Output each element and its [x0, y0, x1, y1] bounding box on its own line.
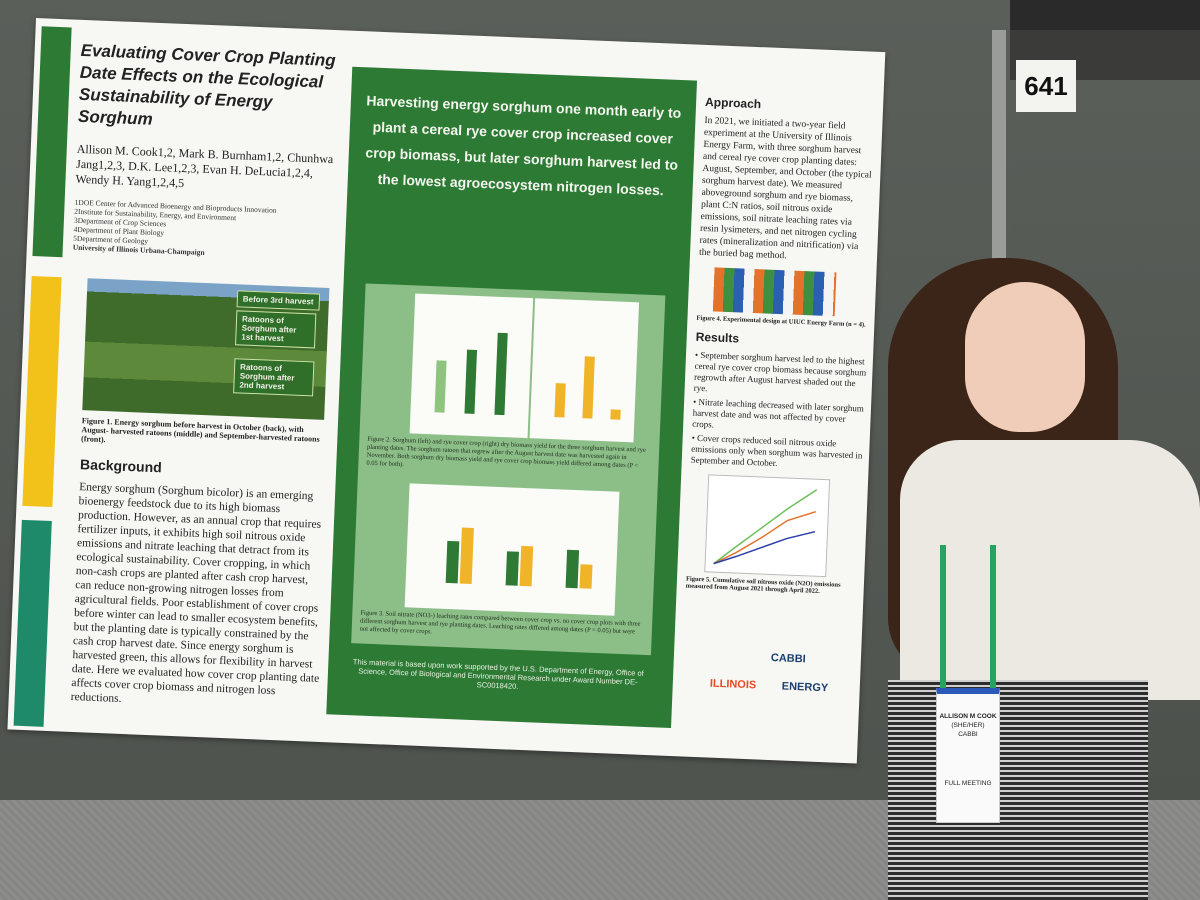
- illinois-logo: ILLINOIS: [709, 677, 757, 692]
- doe-energy-logo: ENERGY: [781, 680, 829, 695]
- research-poster: Evaluating Cover Crop Planting Date Effe…: [7, 18, 886, 764]
- name-badge: ALLISON M COOK (SHE/HER) CABBI FULL MEET…: [936, 688, 1000, 823]
- poster-authors: Allison M. Cook1,2, Mark B. Burnham1,2, …: [75, 141, 334, 191]
- badge-type: FULL MEETING: [944, 780, 992, 787]
- badge-pronouns: (SHE/HER): [951, 722, 985, 729]
- figure4-caption: Figure 4. Experimental design at UIUC En…: [696, 314, 866, 329]
- badge-org: CABBI: [958, 731, 978, 738]
- approach-heading: Approach: [704, 94, 762, 112]
- gold-accent-strip: [22, 276, 62, 508]
- experimental-design-grid: [712, 267, 837, 317]
- figure-panel: Figure 2. Sorghum (left) and rye cover c…: [351, 283, 666, 656]
- poster-title: Evaluating Cover Crop Planting Date Effe…: [77, 40, 336, 129]
- funding-statement: This material is based upon work support…: [352, 657, 644, 691]
- cabbi-logo: CABBI: [770, 652, 806, 666]
- results-heading: Results: [695, 329, 740, 346]
- figure5-caption: Figure 5. Cumulative soil nitrous oxide …: [685, 575, 841, 595]
- key-finding-headline: Harvesting energy sorghum one month earl…: [365, 92, 682, 199]
- nitrate-leaching-chart: [404, 483, 620, 616]
- photo-tag: Ratoons of Sorghum after 1st harvest: [235, 310, 317, 349]
- photo-tag: Before 3rd harvest: [236, 290, 320, 311]
- person-pants: [888, 680, 1148, 900]
- approach-text: In 2021, we initiated a two-year field e…: [698, 115, 872, 262]
- person-sweater: [900, 440, 1200, 700]
- sorghum-field-photo: Before 3rd harvest Ratoons of Sorghum af…: [82, 278, 330, 420]
- sorghum-biomass-chart: [409, 293, 534, 439]
- poster-affiliations: 1DOE Center for Advanced Bioenergy and B…: [72, 197, 277, 257]
- rye-biomass-chart: [529, 298, 640, 443]
- lanyard: [990, 545, 996, 690]
- right-column: Approach In 2021, we initiated a two-yea…: [685, 93, 877, 604]
- result-item: • Cover crops reduced soil nitrous oxide…: [690, 432, 863, 469]
- figure2-caption: Figure 2. Sorghum (left) and rye cover c…: [366, 435, 646, 470]
- result-item: • Nitrate leaching decreased with later …: [692, 396, 865, 430]
- n2o-emissions-chart: [704, 474, 831, 578]
- key-finding-panel: Harvesting energy sorghum one month earl…: [326, 66, 698, 729]
- photo-tag: Ratoons of Sorghum after 2nd harvest: [233, 358, 315, 397]
- person-face: [965, 282, 1085, 432]
- background-text: Energy sorghum (Sorghum bicolor) is an e…: [70, 481, 322, 705]
- background-heading: Background: [79, 456, 163, 476]
- result-item: • September sorghum harvest led to the h…: [693, 349, 867, 394]
- badge-name: ALLISON M COOK: [939, 713, 997, 720]
- booth-number-sign: 641: [1016, 60, 1076, 112]
- lanyard: [940, 545, 946, 690]
- green-accent-strip: [32, 26, 72, 258]
- teal-accent-strip: [13, 519, 52, 727]
- figure1-caption: Figure 1. Energy sorghum before harvest …: [80, 416, 320, 445]
